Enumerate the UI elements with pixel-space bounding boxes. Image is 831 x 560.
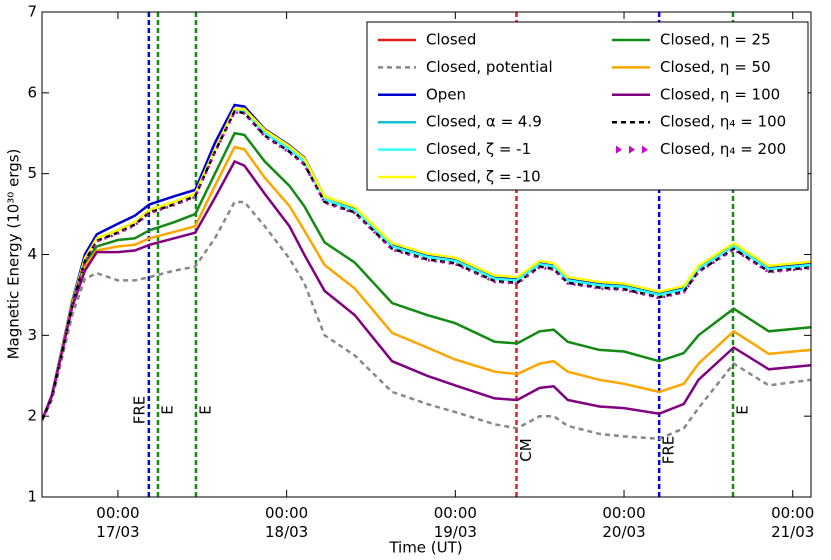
legend-label: Closed, η = 25 <box>660 31 771 49</box>
event-label: E <box>158 405 176 414</box>
event-label: E <box>196 405 214 414</box>
y-tick-label: 3 <box>27 326 37 344</box>
legend-label: Closed, η₄ = 200 <box>660 140 786 158</box>
x-tick-label: 00:00 19/03 <box>434 504 477 541</box>
y-axis-label: Magnetic Energy (10³⁰ ergs) <box>5 149 23 360</box>
series-line <box>42 131 811 421</box>
plot-frame <box>41 11 812 498</box>
x-tick-label: 00:00 17/03 <box>96 504 139 541</box>
legend-label: Closed, ζ = -10 <box>426 168 541 186</box>
series-line <box>42 107 811 421</box>
legend-label: Closed, ζ = -1 <box>426 140 531 158</box>
x-tick-label: 00:00 18/03 <box>265 504 308 541</box>
legend-label: Closed, η₄ = 100 <box>660 113 786 131</box>
legend-label: Open <box>426 85 466 103</box>
legend-swatch <box>616 145 622 154</box>
x-tick-label: 00:00 21/03 <box>771 504 814 541</box>
legend-label: Closed <box>426 31 476 49</box>
y-tick-label: 4 <box>27 245 37 263</box>
event-label: FRE <box>660 436 678 465</box>
legend-swatch <box>642 145 648 154</box>
series-line <box>42 200 811 441</box>
series-layer <box>42 12 811 497</box>
legend-label: Closed, η = 100 <box>660 85 780 103</box>
event-label: E <box>733 405 751 414</box>
y-tick-label: 6 <box>27 83 37 101</box>
series-line <box>42 159 811 421</box>
y-tick-label: 7 <box>27 3 37 21</box>
legend-swatch <box>629 145 635 154</box>
series-line <box>42 110 811 421</box>
x-tick-label: 00:00 20/03 <box>602 504 645 541</box>
event-label: FRE <box>130 396 148 425</box>
x-axis-label: Time (UT) <box>388 539 462 557</box>
legend-label: Closed, η = 50 <box>660 58 771 76</box>
legend-label: Closed, potential <box>426 58 553 76</box>
y-tick-label: 2 <box>27 407 37 425</box>
series-line <box>42 145 811 421</box>
legend: Closed Closed, potential Open Closed, α = 4… <box>366 21 809 191</box>
legend-label: Closed, α = 4.9 <box>426 113 542 131</box>
legend-box <box>366 21 809 191</box>
series-line <box>42 110 811 421</box>
event-label: CM <box>517 438 535 461</box>
y-tick-label: 5 <box>27 164 37 182</box>
y-tick-label: 1 <box>27 488 37 506</box>
